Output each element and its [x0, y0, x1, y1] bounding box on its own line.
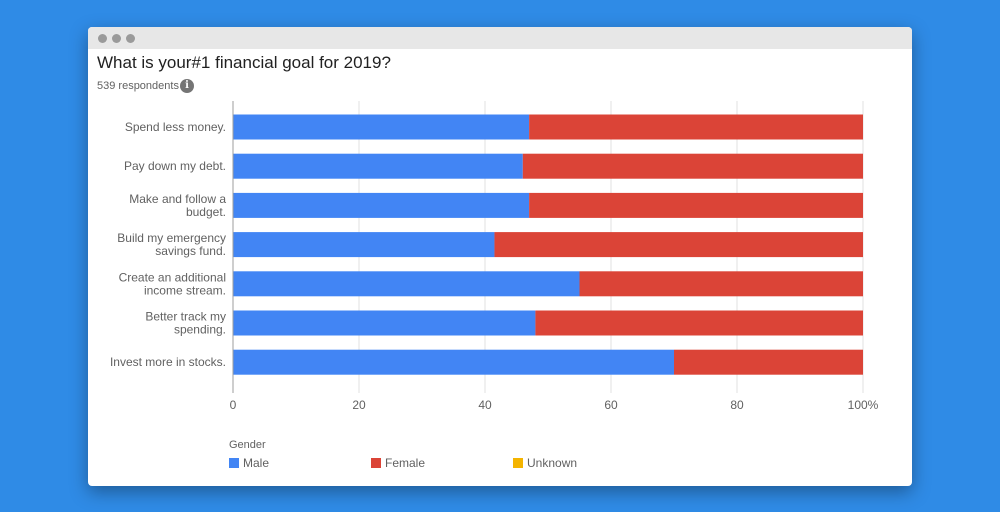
- category-label: Invest more in stocks.: [110, 355, 226, 369]
- bar-female[interactable]: [522, 153, 863, 179]
- bar-female[interactable]: [529, 192, 863, 218]
- category-label-line: Spend less money.: [125, 120, 226, 134]
- legend-item-female[interactable]: Female: [371, 456, 425, 470]
- bar-female[interactable]: [579, 271, 864, 297]
- bar-male[interactable]: [233, 192, 530, 218]
- bar-male[interactable]: [233, 153, 523, 179]
- x-tick-label: 80: [730, 398, 744, 412]
- category-label: Better track my spending.: [145, 310, 226, 337]
- x-tick-label: 20: [352, 398, 366, 412]
- bar-female[interactable]: [535, 310, 863, 336]
- category-label-line: Create an additional: [119, 270, 226, 284]
- window-minimize-button[interactable]: [112, 34, 121, 43]
- x-tick-label: 40: [478, 398, 492, 412]
- window-close-button[interactable]: [98, 34, 107, 43]
- bar-male[interactable]: [233, 114, 530, 140]
- bar-male[interactable]: [233, 349, 674, 375]
- legend-label: Female: [385, 456, 426, 470]
- category-label-line: Pay down my debt.: [124, 159, 226, 173]
- stacked-bar-chart: Spend less money. Pay down my debt. Make a…: [110, 101, 879, 412]
- category-label-line: Better track my: [145, 310, 226, 324]
- bar-male[interactable]: [233, 271, 580, 297]
- legend-swatch: [229, 458, 239, 468]
- category-label-line: Make and follow a: [129, 192, 226, 206]
- legend-title: Gender: [229, 439, 266, 451]
- x-tick-label: 0: [230, 398, 237, 412]
- bar-female[interactable]: [674, 349, 863, 375]
- legend-label: Unknown: [527, 456, 578, 470]
- category-label: Spend less money.: [125, 120, 226, 134]
- category-label: Make and follow a budget.: [129, 192, 226, 219]
- window-titlebar: [88, 27, 912, 49]
- legend-item-male[interactable]: Male: [229, 456, 269, 470]
- category-label: Build my emergency savings fund.: [117, 231, 226, 258]
- bar-female[interactable]: [494, 232, 863, 258]
- category-label: Create an additional income stream.: [119, 270, 226, 297]
- x-tick-label: 60: [604, 398, 618, 412]
- bar-male[interactable]: [233, 310, 536, 336]
- category-label-line: Build my emergency: [117, 231, 226, 245]
- legend-swatch: [371, 458, 381, 468]
- bar-female[interactable]: [529, 114, 863, 140]
- x-tick-label: 100%: [848, 398, 879, 412]
- legend-label: Male: [243, 456, 270, 470]
- legend-item-unknown[interactable]: Unknown: [513, 456, 577, 470]
- legend-swatch: [513, 458, 523, 468]
- info-icon[interactable]: i: [180, 79, 194, 93]
- window-maximize-button[interactable]: [126, 34, 135, 43]
- respondent-count: 539 respondents: [97, 80, 179, 92]
- category-label: Pay down my debt.: [124, 159, 226, 173]
- category-label-line: Invest more in stocks.: [110, 355, 226, 369]
- browser-window: What is your#1 financial goal for 2019? …: [88, 27, 912, 486]
- category-label-line: spending.: [174, 323, 226, 337]
- category-label-line: budget.: [186, 205, 226, 219]
- category-label-line: savings fund.: [155, 244, 226, 258]
- category-label-line: income stream.: [144, 283, 226, 297]
- bar-male[interactable]: [233, 232, 495, 258]
- chart-title: What is your#1 financial goal for 2019?: [97, 53, 391, 72]
